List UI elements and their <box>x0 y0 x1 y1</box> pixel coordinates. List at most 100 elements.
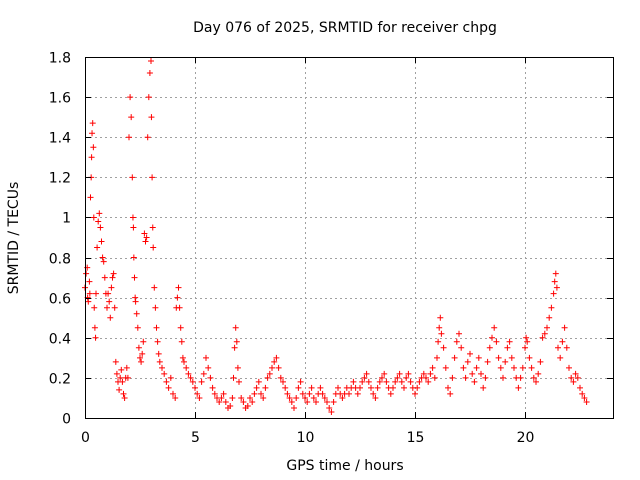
data-point <box>387 390 394 397</box>
data-point <box>90 144 97 151</box>
data-point <box>251 390 258 397</box>
data-point <box>230 374 237 381</box>
data-point <box>100 258 107 265</box>
data-point <box>91 324 98 331</box>
data-point <box>553 284 560 291</box>
data-point <box>504 344 511 351</box>
data-point <box>104 304 110 311</box>
data-point <box>286 394 293 401</box>
x-tick-label: 5 <box>191 430 200 446</box>
data-point <box>196 394 203 401</box>
data-point <box>120 390 127 397</box>
data-point <box>198 378 205 385</box>
data-point <box>548 304 555 311</box>
data-point <box>308 384 315 391</box>
data-point <box>83 270 90 277</box>
data-point <box>435 338 442 345</box>
data-point <box>330 398 337 405</box>
data-point <box>429 364 436 371</box>
data-point <box>566 364 572 371</box>
data-point <box>365 378 372 385</box>
data-point <box>185 370 192 377</box>
x-tick-label: 20 <box>517 430 535 446</box>
data-point <box>282 384 289 391</box>
data-point <box>379 374 385 381</box>
data-point <box>500 374 506 381</box>
data-point <box>129 174 136 181</box>
data-point <box>161 370 168 377</box>
data-point <box>544 324 550 331</box>
data-point <box>194 390 201 397</box>
data-point <box>159 364 165 371</box>
data-point <box>222 398 229 405</box>
data-point <box>205 364 212 371</box>
data-point <box>431 374 438 381</box>
data-point <box>133 310 140 317</box>
data-point <box>189 378 196 385</box>
data-point <box>130 224 137 231</box>
data-point <box>179 354 186 361</box>
data-point <box>319 390 326 397</box>
data-point <box>273 354 280 361</box>
data-point <box>86 290 93 297</box>
y-tick-label: 0.2 <box>49 372 71 388</box>
data-point <box>123 364 130 371</box>
data-point <box>530 374 537 381</box>
data-point <box>339 394 346 401</box>
data-point <box>130 254 137 261</box>
data-point <box>291 404 297 411</box>
data-point <box>563 344 570 351</box>
data-point <box>401 384 407 391</box>
data-point <box>304 398 311 405</box>
y-tick-label: 0.6 <box>49 292 71 308</box>
x-tick-label: 15 <box>407 430 425 446</box>
data-points <box>82 58 590 415</box>
data-point <box>96 210 103 217</box>
data-point <box>146 70 153 77</box>
data-point <box>135 344 142 351</box>
data-point <box>113 370 120 377</box>
data-point <box>192 384 198 391</box>
data-point <box>128 114 135 121</box>
data-point <box>577 384 583 391</box>
data-point <box>140 338 147 345</box>
data-point <box>89 130 96 137</box>
data-point <box>449 374 456 381</box>
data-point <box>398 378 405 385</box>
data-point <box>277 374 284 381</box>
data-point <box>183 364 190 371</box>
data-point <box>126 134 132 141</box>
data-point <box>271 358 278 365</box>
data-point <box>89 120 96 127</box>
data-point <box>139 350 146 357</box>
data-point <box>153 324 160 331</box>
data-point <box>493 338 500 345</box>
data-point <box>233 338 240 345</box>
data-point <box>583 398 590 405</box>
data-point <box>372 394 379 401</box>
data-point <box>231 344 238 351</box>
data-point <box>187 374 194 381</box>
data-point <box>517 374 524 381</box>
data-point <box>376 378 383 385</box>
data-point <box>119 378 126 385</box>
data-point <box>392 378 399 385</box>
data-point <box>368 384 374 391</box>
data-point <box>390 384 396 391</box>
data-point <box>229 394 236 401</box>
data-point <box>350 378 357 385</box>
data-point <box>143 234 150 241</box>
data-point <box>447 390 454 397</box>
data-point <box>453 338 460 345</box>
data-point <box>90 214 97 221</box>
data-point <box>284 390 291 397</box>
data-point <box>484 358 491 365</box>
data-point <box>458 344 465 351</box>
data-point <box>394 374 401 381</box>
data-point <box>438 330 445 337</box>
data-point <box>107 314 114 321</box>
data-point <box>132 298 139 305</box>
data-point <box>546 314 553 321</box>
data-point <box>98 238 105 245</box>
data-point <box>106 298 113 305</box>
